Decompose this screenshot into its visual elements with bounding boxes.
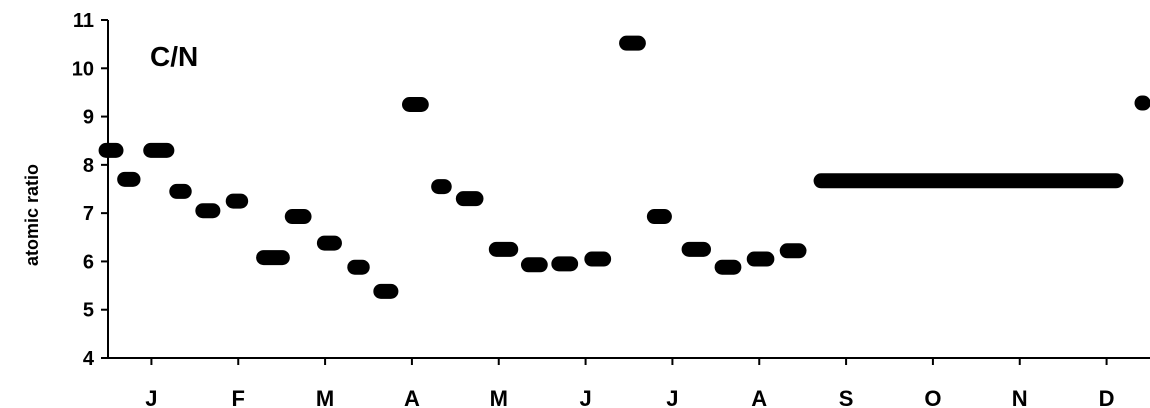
- panel-annotation: C/N: [150, 41, 198, 72]
- x-month-label: A: [751, 386, 767, 408]
- axes-layer: 4 5 6 7 8 9 10 11 J F M A M J J A S O N D: [72, 10, 1150, 408]
- y-tick-label: 10: [72, 58, 94, 80]
- x-month-label: J: [579, 386, 591, 408]
- y-tick-label: 4: [83, 348, 95, 370]
- y-tick-label: 7: [83, 203, 94, 225]
- x-month-label: M: [490, 386, 508, 408]
- y-tick-label: 8: [83, 155, 94, 177]
- x-month-label: O: [924, 386, 941, 408]
- x-month-label: D: [1099, 386, 1115, 408]
- y-tick-label: 11: [73, 10, 94, 32]
- x-month-label: S: [839, 386, 854, 408]
- x-month-label: A: [404, 386, 420, 408]
- x-month-label: M: [316, 386, 334, 408]
- y-tick-label: 5: [83, 300, 94, 322]
- marks-layer: [98, 35, 1150, 299]
- y-tick-label: 6: [83, 251, 94, 273]
- x-month-label: J: [666, 386, 678, 408]
- x-month-label: J: [145, 386, 157, 408]
- x-month-label: N: [1012, 386, 1028, 408]
- labels-layer: C/N atomic ratio: [22, 41, 198, 266]
- y-tick-label: 9: [83, 107, 94, 129]
- x-month-label: F: [232, 386, 245, 408]
- y-axis-title: atomic ratio: [22, 164, 42, 266]
